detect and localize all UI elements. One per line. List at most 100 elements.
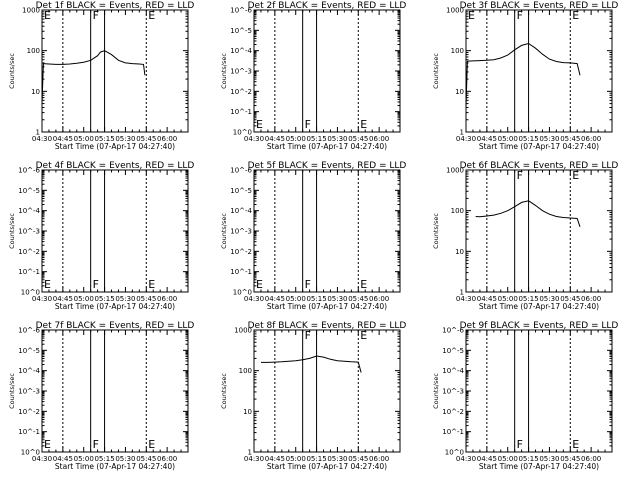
x-tick-label: 04:45 bbox=[53, 295, 73, 303]
x-tick-label: 05:30 bbox=[115, 455, 135, 463]
y-tick-label: 10^-3 bbox=[442, 388, 464, 396]
x-tick-label: 05:15 bbox=[518, 295, 538, 303]
y-tick-label: 10^0 bbox=[21, 289, 40, 297]
x-axis-label: Start Time (07-Apr-17 04:27:40) bbox=[55, 142, 175, 151]
x-tick-label: 05:15 bbox=[518, 135, 538, 143]
marker-F: F bbox=[93, 438, 99, 451]
x-tick-label: 04:45 bbox=[53, 135, 73, 143]
y-tick-label: 10^-6 bbox=[230, 7, 252, 15]
x-axis-label: Start Time (07-Apr-17 04:27:40) bbox=[55, 302, 175, 311]
x-tick-label: 05:15 bbox=[306, 455, 326, 463]
chart-title: Det 8f BLACK = Events, RED = LLD bbox=[248, 321, 407, 331]
plot-frame bbox=[465, 9, 613, 133]
chart-title: Det 7f BLACK = Events, RED = LLD bbox=[36, 321, 195, 331]
y-tick-label: 10^-6 bbox=[442, 327, 464, 335]
x-tick-label: 05:30 bbox=[539, 455, 559, 463]
marker-E: E bbox=[572, 169, 579, 182]
y-tick-label: 10^-5 bbox=[18, 347, 40, 355]
x-tick-label: 05:15 bbox=[94, 295, 114, 303]
x-tick-label: 04:45 bbox=[477, 455, 497, 463]
x-tick-label: 04:45 bbox=[477, 135, 497, 143]
x-tick-label: 04:45 bbox=[53, 455, 73, 463]
marker-E: E bbox=[360, 329, 367, 342]
marker-E: E bbox=[360, 118, 367, 131]
y-tick-label: 10^-2 bbox=[442, 408, 464, 416]
plot-frame bbox=[465, 169, 613, 293]
chart-title: Det 1f BLACK = Events, RED = LLD bbox=[36, 1, 195, 11]
x-tick-label: 04:30 bbox=[456, 135, 476, 143]
x-tick-label: 04:30 bbox=[244, 455, 264, 463]
marker-E: E bbox=[256, 118, 263, 131]
marker-F: F bbox=[517, 438, 523, 451]
x-tick-label: 05:45 bbox=[560, 455, 580, 463]
y-tick-label: 10 bbox=[31, 88, 40, 96]
x-tick-label: 05:30 bbox=[327, 135, 347, 143]
chart-panel-5: Det 5f BLACK = Events, RED = LLD 10^0 10^-… bbox=[220, 161, 406, 311]
marker-E: E bbox=[360, 278, 367, 291]
marker-F: F bbox=[517, 9, 523, 22]
x-tick-label: 06:00 bbox=[369, 135, 389, 143]
x-tick-label: 05:45 bbox=[136, 295, 156, 303]
marker-F: F bbox=[93, 278, 99, 291]
y-tick-label: 10^-5 bbox=[230, 187, 252, 195]
y-tick-label: 10^-5 bbox=[442, 347, 464, 355]
y-tick-label: 10^-6 bbox=[230, 167, 252, 175]
chart-panel-4: Det 4f BLACK = Events, RED = LLD 10^0 10^-… bbox=[8, 161, 194, 311]
marker-E: E bbox=[148, 9, 155, 22]
plot-frame bbox=[41, 9, 189, 133]
series-events-line bbox=[465, 42, 581, 108]
y-tick-label: 10^-2 bbox=[230, 248, 252, 256]
y-tick-label: 10^-2 bbox=[18, 248, 40, 256]
x-tick-label: 05:45 bbox=[348, 455, 368, 463]
marker-F: F bbox=[305, 278, 311, 291]
y-tick-label: 10^-6 bbox=[18, 327, 40, 335]
marker-E: E bbox=[572, 9, 579, 22]
plot-frame bbox=[41, 169, 189, 293]
chart-title: Det 2f BLACK = Events, RED = LLD bbox=[248, 1, 407, 11]
y-axis-label: Counts/sec bbox=[220, 213, 228, 249]
x-axis-label: Start Time (07-Apr-17 04:27:40) bbox=[479, 142, 599, 151]
y-tick-label: 10^-4 bbox=[230, 47, 252, 55]
y-tick-label: 10^-3 bbox=[18, 388, 40, 396]
x-tick-label: 04:30 bbox=[244, 135, 264, 143]
plot-frame bbox=[253, 329, 401, 453]
x-tick-label: 05:30 bbox=[539, 135, 559, 143]
y-tick-label: 10^-1 bbox=[230, 108, 252, 116]
y-axis-label: Counts/sec bbox=[220, 373, 228, 409]
y-tick-label: 10^-4 bbox=[230, 207, 252, 215]
x-tick-label: 05:45 bbox=[560, 135, 580, 143]
marker-E: E bbox=[468, 9, 475, 22]
x-tick-label: 05:00 bbox=[498, 295, 518, 303]
x-tick-label: 06:00 bbox=[157, 295, 177, 303]
y-tick-label: 100 bbox=[451, 47, 464, 55]
chart-panel-2: Det 2f BLACK = Events, RED = LLD 10^0 10^-… bbox=[220, 1, 406, 151]
y-tick-label: 100 bbox=[27, 47, 40, 55]
x-axis-label: Start Time (07-Apr-17 04:27:40) bbox=[267, 142, 387, 151]
chart-title: Det 6f BLACK = Events, RED = LLD bbox=[460, 161, 619, 171]
chart-panel-6: Det 6f BLACK = Events, RED = LLD 1 10 100 10… bbox=[432, 161, 618, 311]
series-events-line bbox=[41, 50, 146, 104]
x-tick-label: 05:00 bbox=[286, 455, 306, 463]
x-tick-label: 04:30 bbox=[32, 135, 52, 143]
y-tick-label: 10^-5 bbox=[18, 187, 40, 195]
x-tick-label: 04:45 bbox=[477, 295, 497, 303]
marker-E: E bbox=[44, 9, 51, 22]
y-tick-label: 100 bbox=[239, 367, 252, 375]
x-tick-label: 05:15 bbox=[306, 135, 326, 143]
y-tick-label: 10 bbox=[243, 408, 252, 416]
x-tick-label: 05:30 bbox=[115, 295, 135, 303]
y-tick-label: 10^-1 bbox=[230, 268, 252, 276]
plot-frame bbox=[41, 329, 189, 453]
y-tick-label: 10^0 bbox=[445, 449, 464, 457]
x-tick-label: 05:45 bbox=[136, 455, 156, 463]
marker-E: E bbox=[148, 278, 155, 291]
x-axis-label: Start Time (07-Apr-17 04:27:40) bbox=[55, 462, 175, 471]
x-tick-label: 04:30 bbox=[244, 295, 264, 303]
marker-E: E bbox=[44, 438, 51, 451]
x-tick-label: 06:00 bbox=[157, 455, 177, 463]
y-axis-label: Counts/sec bbox=[432, 373, 440, 409]
y-tick-label: 10 bbox=[455, 248, 464, 256]
x-tick-label: 05:30 bbox=[327, 455, 347, 463]
chart-title: Det 4f BLACK = Events, RED = LLD bbox=[36, 161, 195, 171]
y-tick-label: 100 bbox=[451, 207, 464, 215]
